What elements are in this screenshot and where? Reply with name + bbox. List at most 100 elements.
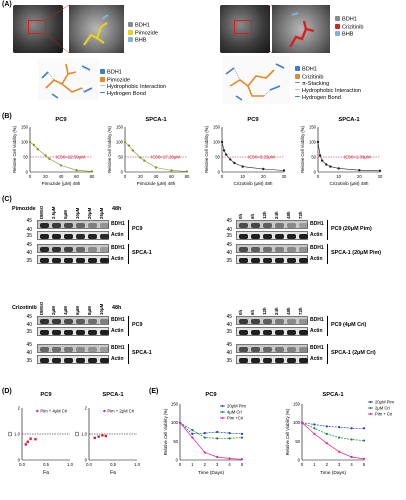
- cri-time-lane-3: 24h: [274, 307, 279, 315]
- blot-cri-dose-0: [37, 316, 109, 325]
- blot-cri-dose-3-band: [51, 358, 61, 363]
- crizotinib-zoom: [272, 5, 330, 53]
- time-ytick-1-0: 150: [293, 402, 301, 407]
- blot-pim-time-2-band: [298, 247, 308, 252]
- dose-point-0-3: [44, 154, 47, 157]
- ci-point-0-2: [29, 437, 32, 440]
- mw-marker-bl-4: 40: [26, 350, 32, 356]
- blot-cri-dose-3-band: [99, 358, 109, 363]
- blot-cri-dose-3-band: [75, 358, 85, 363]
- blot-pim-time-0-band: [250, 223, 260, 228]
- dose-xlabel-2: Crizotinib (μM) 48h: [234, 181, 273, 186]
- cri-lane-1: 2μM: [51, 306, 56, 315]
- pc9-pim-label: PC9 (20μM Pim): [331, 226, 372, 232]
- time-point-0-2-3: [216, 455, 219, 459]
- time-legend-marker-1-2: [369, 413, 372, 415]
- blot-label-cri-dose-3: Actin: [111, 356, 124, 362]
- mw-marker-bl-0: 45: [26, 314, 32, 320]
- pc9-bracket-1: [128, 220, 131, 240]
- blot-label-cri-dose-0: BDH1: [111, 317, 125, 323]
- time-legend-marker-0-1: [221, 411, 224, 413]
- time-series-1-0: [301, 422, 364, 429]
- mw-marker-tr-4: 40: [226, 250, 232, 256]
- pimozide-zoom: [69, 5, 124, 53]
- blot-cri-time-2-band: [262, 347, 272, 352]
- dose-point-3-6: [358, 169, 361, 172]
- dose-xtick-1-2: 40: [154, 174, 159, 179]
- mw-marker-tl-4: 40: [26, 250, 32, 256]
- int-legend-pimozide: Pimozide: [107, 77, 131, 83]
- blot-pim-time-0-band: [286, 223, 296, 228]
- ci-xtick-1-1: 0.5: [110, 462, 116, 467]
- blot-cri-dose-1-band: [51, 330, 61, 335]
- dose-xtick-1-1: 20: [138, 174, 143, 179]
- blot-label-cri-time-0: BDH1: [310, 317, 324, 323]
- bhb-swatch-2: [335, 31, 340, 36]
- time-xtick-0-3: 3: [216, 462, 219, 467]
- ci-point-1-2: [101, 434, 104, 437]
- dose-xtick-3-0: 0: [317, 174, 320, 179]
- dose-point-3-3: [325, 163, 328, 166]
- blot-pim-dose-2: [37, 244, 109, 253]
- dose-ytick-1-2: 50: [118, 155, 123, 160]
- bdh1-swatch: [128, 22, 133, 27]
- dose-point-3-1: [318, 154, 322, 157]
- ci-point-0-3: [34, 438, 37, 441]
- blot-label-pim-dose-3: Actin: [111, 256, 124, 262]
- blot-pim-time-1-band: [298, 234, 308, 239]
- hours-label-1: 48h: [112, 206, 122, 212]
- time-point-1-1-5: [362, 439, 366, 442]
- time-title-1: SPCA-1: [322, 392, 344, 398]
- dose-point-0-1: [32, 143, 36, 147]
- dose-point-1-1: [127, 144, 131, 147]
- dose-point-1-6: [170, 169, 173, 172]
- dose-xtick-1-3: 60: [169, 174, 174, 179]
- dose-point-3-7: [378, 169, 382, 172]
- time-legend-1-2: Pim + Cri: [375, 412, 392, 417]
- blot-label-pim-time-0: BDH1: [310, 221, 324, 227]
- dose-point-2-5: [241, 165, 244, 168]
- time-point-0-2-4: [228, 457, 231, 460]
- blot-cri-dose-2-band: [99, 347, 109, 352]
- blot-label-pim-dose-1: Actin: [111, 232, 124, 238]
- blot-cri-time-3-band: [250, 358, 260, 363]
- blot-cri-dose-0-band: [51, 319, 61, 324]
- time-ytick-1-2: 50: [295, 439, 300, 444]
- blot-cri-dose-1-band: [87, 330, 97, 335]
- time-ytick-0-0: 150: [171, 402, 179, 407]
- pim-time-lane-5: 72h: [298, 211, 303, 219]
- hours-label-2: 48h: [112, 305, 122, 311]
- time-point-1-2-1: [313, 432, 316, 435]
- dose-chart-title-1: SPCA-1: [145, 117, 167, 123]
- dose-ylabel-3: Relative Cell Viability (%): [300, 126, 305, 173]
- cri-time-lane-1: 6h: [250, 309, 255, 315]
- blot-cri-time-1-band: [262, 330, 272, 335]
- time-series-0-2: [179, 422, 243, 460]
- blot-pim-dose-0-band: [75, 223, 85, 228]
- cri-lane-3: 6μM: [75, 306, 80, 315]
- blot-label-cri-time-2: BDH1: [310, 345, 324, 351]
- blot-label-pim-dose-0: BDH1: [111, 221, 125, 227]
- blot-label-pim-time-3: Actin: [310, 256, 323, 262]
- blot-label-cri-dose-2: BDH1: [111, 345, 125, 351]
- dose-xtick-3-2: 20: [357, 174, 362, 179]
- dose-point-2-0: [220, 140, 224, 144]
- dose-point-1-0: [123, 140, 127, 144]
- blot-pim-time-3-band: [298, 258, 308, 263]
- blot-cri-time-2-band: [286, 347, 296, 352]
- dose-point-1-2: [131, 149, 134, 152]
- blot-pim-dose-1-band: [99, 234, 109, 239]
- ic50-label-1: IC50=17.26μM: [151, 155, 180, 160]
- int-legend-bdh1: BDH1: [107, 69, 122, 76]
- dose-chart-title-3: SPCA-1: [338, 117, 360, 123]
- blot-pim-time-2-band: [238, 247, 248, 252]
- dose-ytick-0-2: 50: [23, 155, 28, 160]
- int-legend-hydrophobic: Hydrophobic Interaction: [107, 84, 167, 90]
- pim-time-lane-3: 24h: [274, 211, 279, 219]
- cri-lane-2: 4μM: [63, 306, 68, 315]
- dose-ytick-2-0: 150: [213, 125, 221, 130]
- cri-time-lane-4: 48h: [286, 307, 291, 315]
- pim-time-lane-2: 12h: [262, 211, 267, 219]
- binding-site-box: [28, 20, 46, 34]
- int-legend-hbond-2: Hydrogen Bond: [302, 95, 341, 101]
